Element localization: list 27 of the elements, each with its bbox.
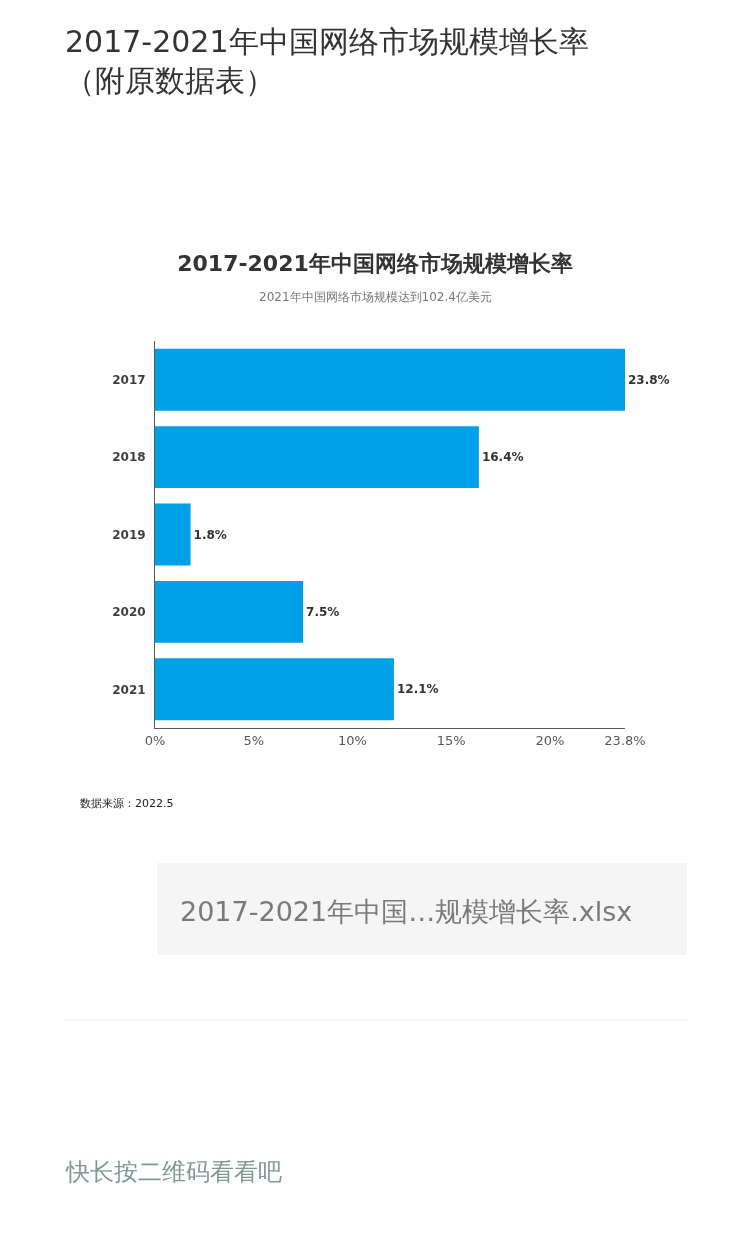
text: 2017-2021年中国网络市场规模增长率（附原数据表） [65,24,589,98]
data-label: 23.8% [628,372,670,387]
bar [155,426,479,489]
text: 2017-2021年中国…规模增长率.xlsx [180,896,633,927]
bar [155,580,304,643]
bar [155,658,394,721]
y-tick-label: 2017 [112,372,146,387]
bar [155,348,625,411]
y-tick-label: 2018 [112,450,146,465]
y-tick-label: 2020 [112,605,146,620]
x-tick-label: 20% [535,732,565,748]
bar [155,503,191,566]
y-tick-label: 2019 [112,527,146,542]
x-tick-label: 15% [436,732,466,748]
chart-subtitle: 2021年中国网络市场规模达到102.4亿美元 [259,290,492,304]
text: 快长按二维码看看吧 [65,1158,282,1186]
data-label: 16.4% [481,450,524,465]
y-tick-label: 2021 [112,682,146,697]
source-note: 数据来源：2022.5 [80,797,174,810]
chart-title: 2017-2021年中国网络市场规模增长率 [177,250,573,276]
x-tick-label: 0% [144,732,166,748]
data-label: 1.8% [193,527,227,542]
x-tick-label: 10% [338,732,367,748]
x-tick-label: 5% [243,732,265,748]
data-label: 12.1% [396,682,439,697]
data-label: 7.5% [306,604,340,619]
x-tick-label: 23.8% [604,732,646,748]
